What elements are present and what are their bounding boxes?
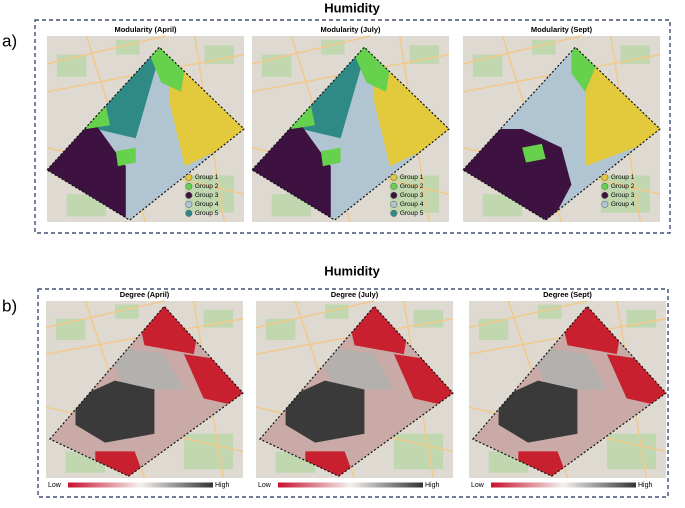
road (468, 300, 588, 329)
panel-label: a) (2, 31, 17, 50)
region (522, 143, 546, 163)
panel-label: b) (2, 296, 17, 315)
legend-swatch (601, 191, 609, 199)
legend-label: Group 5 (195, 210, 219, 217)
colorbar-low: Low (471, 482, 485, 489)
panel-title: Humidity (324, 0, 380, 15)
region (498, 380, 578, 443)
legend-swatch (185, 191, 193, 199)
map-title: Degree (July) (331, 290, 379, 299)
park-area (620, 45, 651, 64)
park-area (606, 433, 657, 470)
study-outline (258, 305, 454, 477)
legend-swatch (185, 173, 193, 181)
colorbar-high: High (425, 482, 440, 489)
study-outline (46, 46, 245, 221)
map-title: Degree (April) (120, 290, 170, 299)
panel-title: Humidity (324, 263, 380, 278)
legend-label: Group 1 (611, 174, 635, 181)
colorbar-low: Low (258, 482, 272, 489)
region (285, 380, 365, 443)
legend-swatch (390, 191, 398, 199)
legend-swatch (390, 173, 398, 181)
legend-label: Group 4 (611, 201, 635, 208)
park-area (626, 309, 657, 328)
study-outline (48, 305, 244, 477)
legend-swatch (185, 200, 193, 208)
road (462, 35, 582, 65)
legend-swatch (185, 182, 193, 190)
region (75, 380, 155, 443)
colorbar (278, 482, 423, 488)
legend-label: Group 2 (195, 183, 219, 190)
legend-swatch (601, 200, 609, 208)
colorbar-low: Low (48, 482, 62, 489)
road (46, 35, 166, 65)
park-area (413, 309, 444, 328)
legend-label: Group 2 (400, 183, 424, 190)
legend-swatch (185, 209, 193, 217)
panel-frame (37, 288, 669, 498)
legend-label: Group 4 (400, 201, 424, 208)
legend-label: Group 5 (400, 210, 424, 217)
region (105, 345, 184, 390)
road (45, 300, 165, 329)
map-title: Modularity (July) (320, 25, 381, 34)
legend-swatch (390, 209, 398, 217)
colorbar-high: High (638, 482, 653, 489)
legend-swatch (390, 182, 398, 190)
study-outline (471, 305, 667, 477)
map-title: Modularity (April) (114, 25, 177, 34)
colorbar (68, 482, 213, 488)
park-area (204, 45, 235, 64)
legend-swatch (601, 173, 609, 181)
legend-label: Group 3 (611, 192, 635, 199)
colorbar (491, 482, 636, 488)
map-title: Degree (Sept) (543, 290, 592, 299)
region (528, 345, 607, 390)
road (255, 300, 375, 329)
legend-label: Group 2 (611, 183, 635, 190)
legend-swatch (601, 182, 609, 190)
panel-frame (34, 19, 671, 234)
legend-swatch (390, 200, 398, 208)
legend-label: Group 1 (400, 174, 424, 181)
region (315, 345, 394, 390)
legend-label: Group 1 (195, 174, 219, 181)
study-outline (251, 46, 450, 221)
legend-label: Group 3 (400, 192, 424, 199)
region (320, 147, 341, 167)
park-area (203, 309, 234, 328)
legend-label: Group 3 (195, 192, 219, 199)
park-area (409, 45, 440, 64)
park-area (393, 433, 444, 470)
park-area (183, 433, 234, 470)
colorbar-high: High (215, 482, 230, 489)
map-title: Modularity (Sept) (531, 25, 593, 34)
region (115, 147, 136, 167)
road (251, 35, 371, 65)
legend-label: Group 4 (195, 201, 219, 208)
study-outline (462, 46, 661, 221)
